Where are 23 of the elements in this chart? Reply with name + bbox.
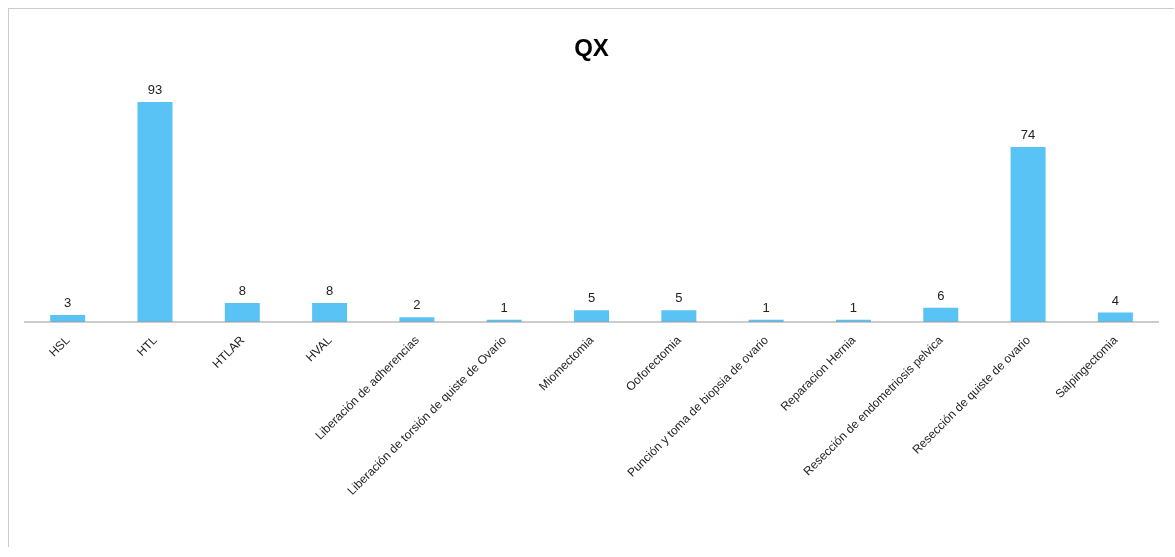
bar: [923, 307, 959, 322]
bar: [312, 303, 348, 322]
x-tick-label: HSL: [46, 332, 73, 360]
data-label: 8: [326, 283, 334, 299]
data-label: 93: [147, 82, 163, 97]
data-label: 6: [937, 287, 945, 303]
chart-title: QX: [573, 33, 610, 63]
bar: [224, 303, 260, 322]
data-label: 1: [849, 299, 858, 315]
bar: [574, 310, 610, 322]
data-label: 2: [413, 297, 421, 313]
bar: [137, 102, 173, 322]
data-label: 1: [762, 299, 770, 315]
data-label: 1: [500, 299, 508, 315]
data-label: 4: [1111, 292, 1119, 308]
data-label: 5: [587, 290, 596, 306]
bar: [1010, 146, 1046, 322]
data-label: 3: [64, 294, 72, 310]
data-label: 74: [1020, 126, 1036, 142]
data-label: 8: [238, 283, 246, 299]
bar: [661, 310, 697, 322]
data-label: 5: [675, 290, 683, 306]
x-tick-label: HTL: [133, 332, 161, 359]
